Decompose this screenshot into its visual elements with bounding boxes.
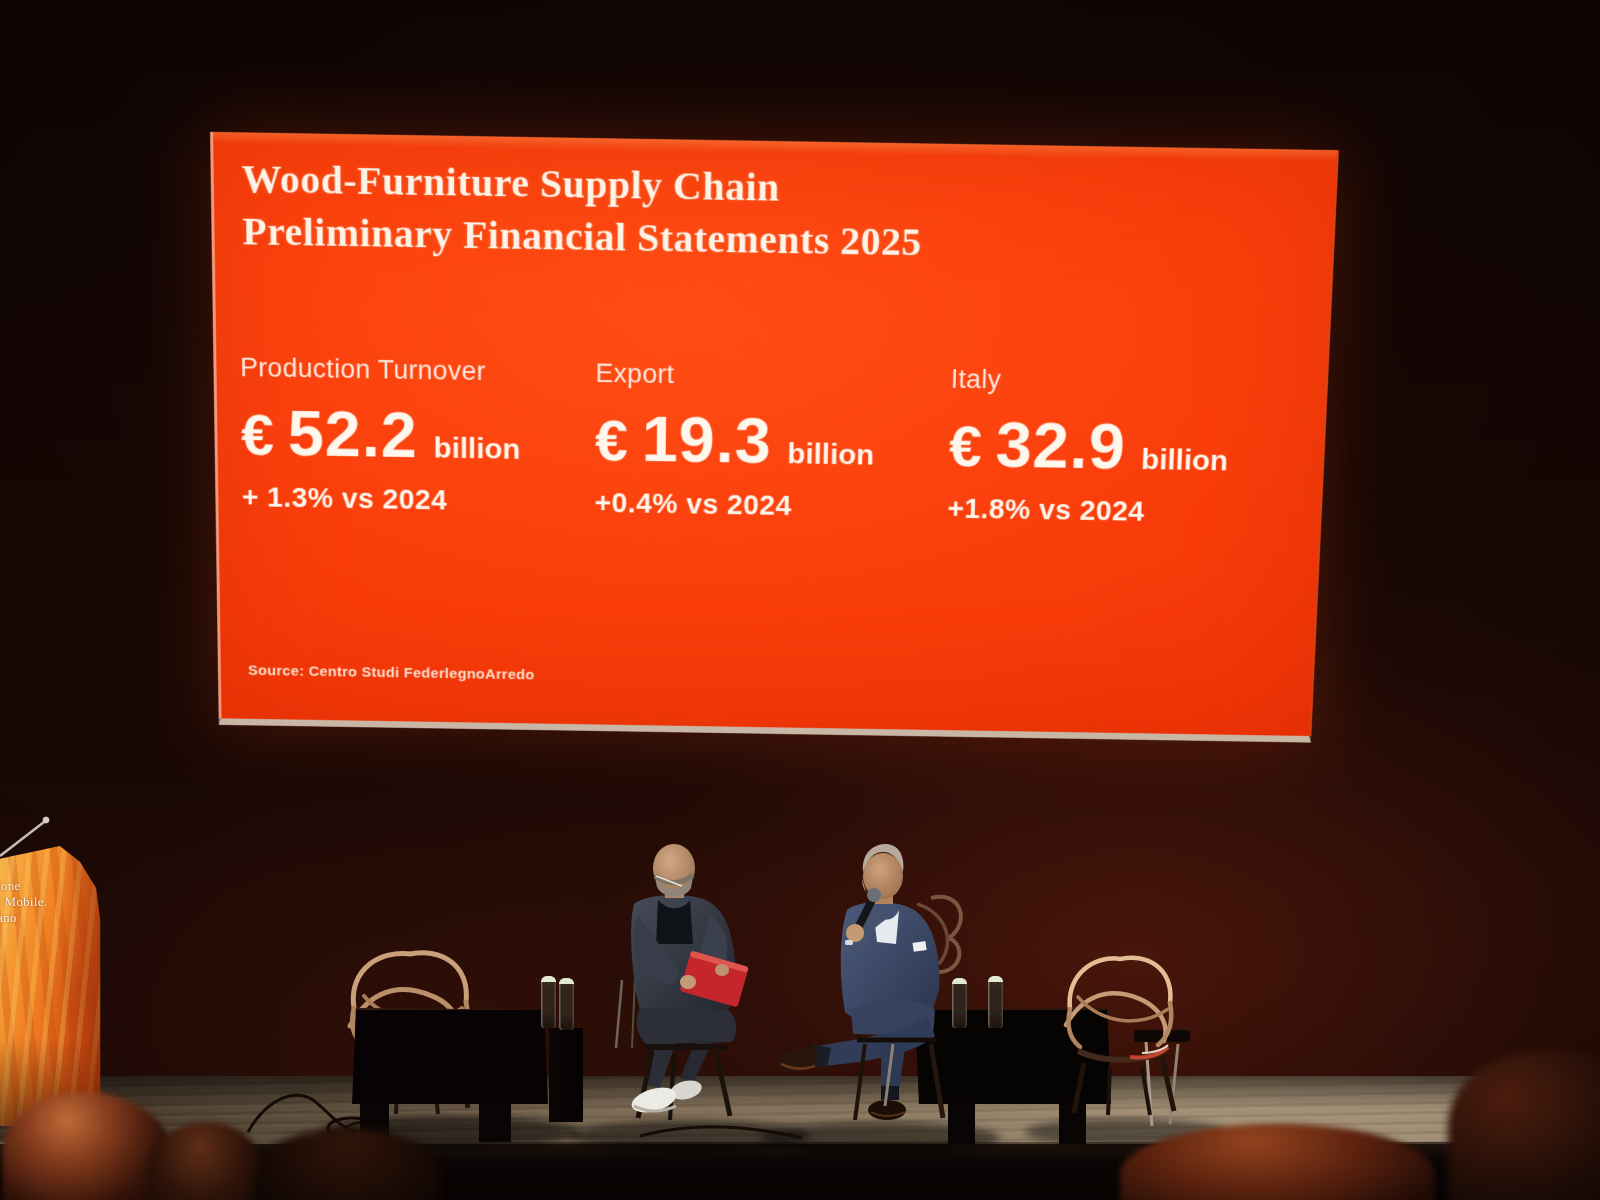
stat-label: Export xyxy=(595,359,876,394)
slide-source: Source: Centro Studi FederlegnoArredo xyxy=(248,663,535,684)
stat-value-row: € 19.3 billion xyxy=(595,401,876,479)
stat-delta: +0.4% vs 2024 xyxy=(595,488,874,524)
mic-capsule xyxy=(43,817,50,824)
chair-leg xyxy=(1142,1067,1150,1115)
lectern-logo-line2: l Mobile. xyxy=(0,894,47,910)
stat-unit: billion xyxy=(434,432,521,466)
lectern-logo-line3: ano xyxy=(0,910,47,926)
water-bottle xyxy=(559,978,574,1030)
slide-title-line2: Preliminary Financial Statements 2025 xyxy=(242,205,922,268)
chair-leg xyxy=(1108,1067,1110,1115)
moderator-thighs xyxy=(637,1008,736,1044)
chair-leg xyxy=(1074,1063,1084,1113)
stat-label: Italy xyxy=(950,364,1231,399)
stat-unit: billion xyxy=(787,438,874,472)
water-carafe xyxy=(952,978,967,1028)
euro-symbol: € xyxy=(241,401,275,468)
euro-symbol: € xyxy=(948,413,983,480)
lectern-logo-line1: lone xyxy=(0,878,47,894)
chair-leg xyxy=(716,1052,730,1116)
stat-value: 19.3 xyxy=(641,402,772,477)
stat-value-row: € 32.9 billion xyxy=(948,407,1230,485)
stat-unit: billion xyxy=(1141,444,1229,478)
chair-frame xyxy=(632,978,635,1048)
speaker-hand xyxy=(846,924,864,942)
speaker-sock xyxy=(881,1086,899,1100)
stat-export: Export € 19.3 billion +0.4% vs 2024 xyxy=(595,359,877,524)
stat-label: Production Turnover xyxy=(240,353,521,388)
masters-chair-right xyxy=(1058,945,1182,1117)
slide-title: Wood-Furniture Supply Chain Preliminary … xyxy=(241,152,923,268)
water-carafe xyxy=(988,976,1003,1028)
lectern-logo-text: lone l Mobile. ano xyxy=(0,878,47,926)
chair-leg xyxy=(931,1044,943,1118)
stat-value: 32.9 xyxy=(995,408,1128,483)
stat-value: 52.2 xyxy=(287,396,418,471)
stat-value-row: € 52.2 billion xyxy=(241,396,521,474)
stat-delta: + 1.3% vs 2024 xyxy=(242,482,521,518)
chair-frame xyxy=(616,980,622,1048)
bottle-pedestal xyxy=(549,1028,583,1122)
wrist-watch xyxy=(845,940,853,945)
lectern-microphone-icon xyxy=(0,812,58,860)
stage-monitor-table-left xyxy=(352,1008,548,1104)
stat-production-turnover: Production Turnover € 52.2 billion + 1.3… xyxy=(240,353,521,519)
stat-italy: Italy € 32.9 billion +1.8% vs 2024 xyxy=(947,364,1232,529)
microphone-grille xyxy=(867,888,881,902)
water-bottle xyxy=(541,976,556,1028)
moderator-hand xyxy=(680,975,696,989)
mic-gooseneck xyxy=(0,822,44,856)
stage-photo: Wood-Furniture Supply Chain Preliminary … xyxy=(0,0,1600,1200)
speaker-figure xyxy=(735,838,970,1128)
stat-delta: +1.8% vs 2024 xyxy=(947,494,1227,530)
pocket-square xyxy=(913,941,927,952)
euro-symbol: € xyxy=(595,407,628,474)
chair-leg xyxy=(1162,1057,1174,1111)
presentation-screen: Wood-Furniture Supply Chain Preliminary … xyxy=(210,132,1339,743)
moderator-hand xyxy=(715,964,729,976)
